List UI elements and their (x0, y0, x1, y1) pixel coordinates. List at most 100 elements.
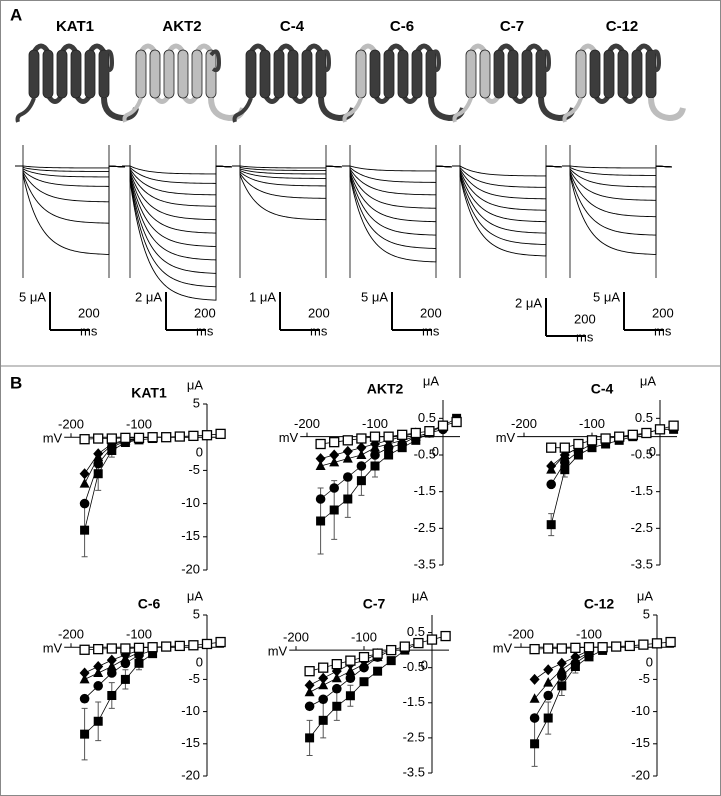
marker-triangle (356, 449, 367, 459)
current-trace (122, 165, 233, 288)
marker-diamond (106, 654, 117, 666)
marker-open-square (451, 416, 462, 428)
y-tick-label: 5 (193, 395, 200, 410)
marker-triangle (106, 661, 117, 671)
marker-open-square (106, 643, 117, 654)
y-tick-label: -15 (631, 735, 650, 750)
marker-square (120, 674, 130, 684)
marker-circle (557, 671, 567, 681)
scale-time: 200 (574, 311, 596, 326)
marker-open-square (397, 429, 408, 440)
helix (479, 49, 491, 99)
chart-title: AKT2 (367, 381, 404, 397)
y-tick-label: 0.5 (418, 410, 436, 425)
current-trace (452, 165, 563, 257)
marker-triangle (529, 693, 540, 703)
y-tick-label: -10 (631, 703, 650, 718)
marker-square (80, 729, 90, 739)
y-tick-label: -0.5 (631, 446, 653, 461)
y-axis-label: μA (187, 588, 203, 603)
marker-triangle (79, 478, 90, 488)
marker-open-square (329, 437, 340, 448)
current-trace (562, 165, 673, 201)
helix (191, 49, 203, 99)
marker-square (343, 494, 353, 504)
marker-open-square (79, 644, 90, 655)
marker-open-square (424, 426, 435, 437)
marker-open-square (597, 642, 608, 653)
current-trace (15, 165, 126, 255)
y-tick-label: -15 (181, 735, 200, 750)
helix (287, 49, 299, 99)
y-tick-label: -2.5 (403, 729, 425, 744)
n-terminus (562, 97, 583, 123)
marker-open-square (188, 430, 199, 442)
marker-open-square (556, 643, 567, 654)
marker-circle (332, 683, 342, 694)
helix (589, 49, 601, 99)
c-terminus (648, 97, 686, 122)
current-trace (452, 165, 563, 234)
helix (259, 49, 271, 99)
marker-open-square (345, 655, 356, 666)
pore-loop (649, 49, 662, 73)
current-trace (122, 165, 233, 301)
current-trace (562, 165, 673, 169)
helix (56, 49, 68, 99)
marker-square (345, 691, 355, 701)
marker-open-square (583, 642, 595, 653)
current-trace (342, 165, 453, 172)
marker-circle (370, 450, 380, 460)
marker-diamond (356, 442, 367, 454)
current-trace (452, 165, 563, 200)
current-trace (232, 165, 343, 175)
helix (617, 49, 629, 99)
construct-name: C-4 (280, 18, 305, 35)
marker-circle (93, 458, 103, 469)
marker-open-square (570, 642, 581, 653)
x-tick-label: 0 (421, 658, 428, 673)
marker-circle (543, 690, 553, 701)
marker-square (93, 469, 103, 479)
y-tick-label: -3.5 (403, 764, 425, 779)
marker-triangle (342, 453, 353, 463)
marker-circle (304, 701, 315, 712)
x-tick-label: -100 (351, 630, 377, 645)
current-trace (452, 165, 563, 211)
marker-triangle (329, 456, 340, 467)
y-tick-label: -5 (188, 671, 200, 686)
helix (507, 49, 519, 99)
y-tick-label: -20 (181, 767, 200, 782)
y-axis-label: μA (423, 373, 439, 388)
current-trace (122, 165, 233, 274)
marker-open-square (356, 433, 367, 444)
marker-square (107, 691, 117, 700)
current-trace (452, 165, 563, 188)
y-axis-label: μA (640, 373, 656, 388)
y-tick-label: 5 (193, 606, 200, 621)
marker-diamond (529, 673, 540, 685)
marker-triangle (345, 665, 356, 676)
construct-name: AKT2 (162, 18, 201, 35)
pore-loop (209, 49, 222, 73)
y-axis-label: μA (412, 588, 428, 603)
marker-diamond (304, 679, 315, 691)
current-trace (562, 165, 673, 236)
y-tick-label: -20 (181, 561, 200, 576)
current-trace (562, 165, 673, 255)
marker-open-square (318, 662, 329, 673)
marker-open-square (641, 427, 652, 439)
current-trace (452, 165, 563, 223)
helix (535, 49, 547, 99)
y-tick-label: -1.5 (631, 483, 653, 498)
scale-time: 200 (194, 305, 216, 320)
helix (465, 49, 477, 99)
marker-circle (343, 472, 353, 482)
x-tick-label: -200 (508, 627, 534, 642)
x-tick-label: -200 (511, 416, 537, 431)
helix (149, 49, 161, 99)
marker-open-square (215, 428, 226, 440)
scale-current: 2 μA (515, 295, 542, 310)
marker-square (318, 715, 328, 725)
helix (383, 49, 395, 99)
